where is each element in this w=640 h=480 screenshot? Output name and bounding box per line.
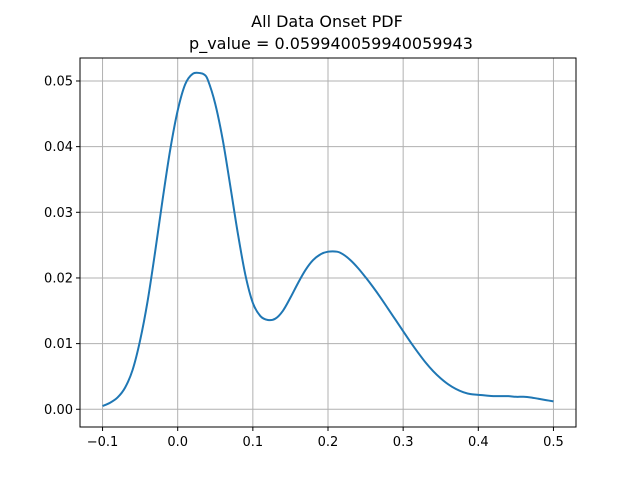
x-tick-label: 0.3 [393,435,414,450]
y-tick-label: 0.01 [44,337,73,352]
axis-ticks: −0.1 0.0 0.1 0.2 0.3 0.4 0.5 0.00 0.01 0.02 0.03 0.… [44,74,564,450]
y-tick-label: 0.05 [44,74,73,89]
x-tick-label: 0.5 [543,435,564,450]
plot-frame [79,57,577,428]
y-tick-label: 0.02 [44,271,73,286]
y-tick-label: 0.03 [44,206,73,221]
chart-subtitle: p_value = 0.05994005994005994​3 [189,34,473,54]
grid-lines [80,58,576,427]
x-tick-label: 0.1 [243,435,264,450]
x-tick-label: 0.4 [468,435,489,450]
x-tick-label: 0.0 [167,435,188,450]
x-tick-label: 0.2 [318,435,339,450]
y-tick-label: 0.00 [44,403,73,418]
pdf-line [102,71,554,407]
series-layer [102,71,554,407]
chart-title: All Data Onset PDF [251,12,403,31]
x-tick-label: −0.1 [87,435,119,450]
y-tick-label: 0.04 [44,140,73,155]
